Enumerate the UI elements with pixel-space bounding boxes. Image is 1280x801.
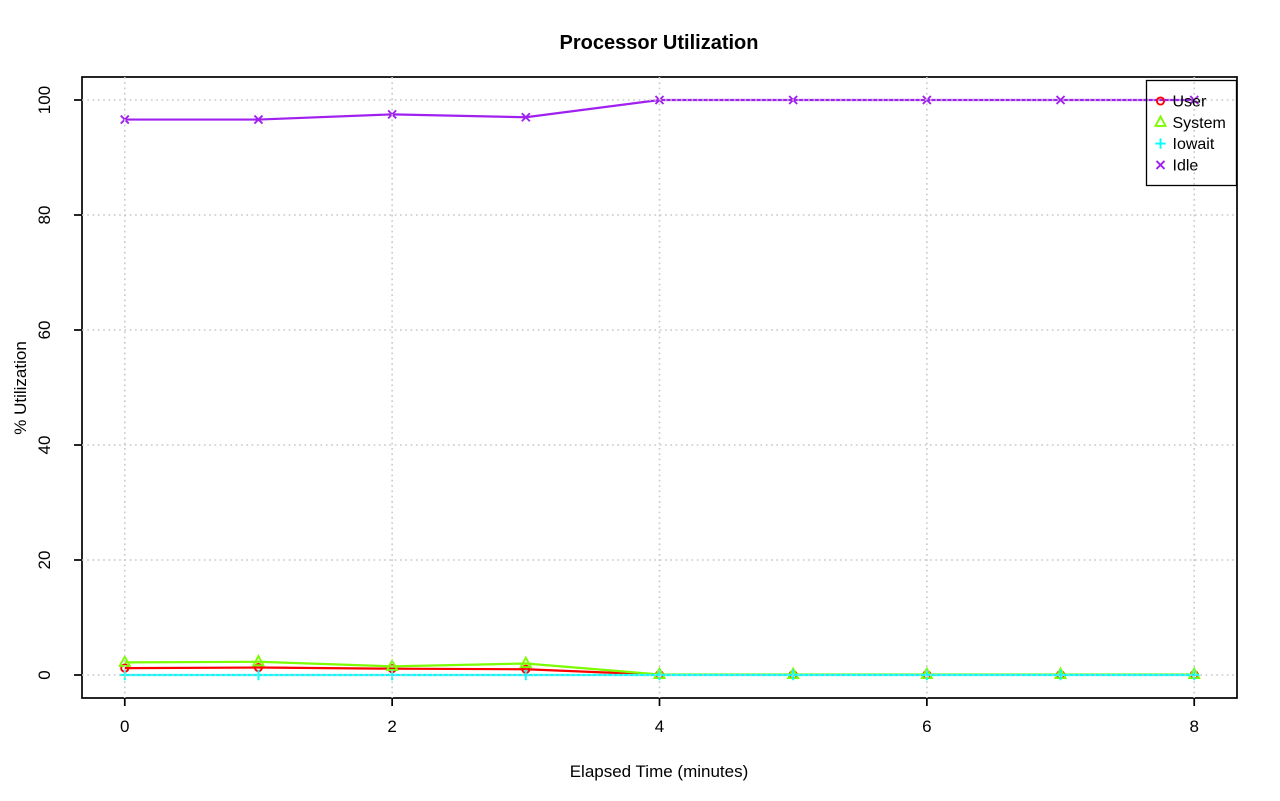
y-tick-label: 40 [35, 436, 54, 455]
legend-marker-iowait [1155, 138, 1166, 149]
marker-idle [521, 112, 531, 122]
x-tick-label: 0 [120, 717, 129, 736]
marker-system [519, 655, 533, 669]
marker-idle [922, 95, 932, 105]
chart-title: Processor Utilization [560, 32, 759, 54]
y-tick-label: 20 [35, 551, 54, 570]
legend-marker-system [1153, 114, 1168, 127]
marker-idle [253, 114, 264, 125]
legend: User System Iowait Idle [1145, 79, 1238, 187]
legend-label-system: System [1173, 115, 1226, 132]
marker-idle [1189, 95, 1199, 105]
marker-idle [1055, 95, 1066, 105]
legend-label-iowait: Iowait [1173, 136, 1215, 153]
legend-label-idle: Idle [1173, 157, 1199, 174]
legend-label-user: User [1173, 94, 1207, 111]
y-tick-label: 100 [35, 86, 54, 114]
x-axis-label: Elapsed Time (minutes) [570, 762, 749, 781]
x-tick-label: 2 [387, 717, 396, 736]
marker-system [251, 653, 266, 667]
marker-idle [654, 95, 665, 105]
legend-marker-user [1155, 96, 1166, 106]
y-tick-label: 80 [35, 206, 54, 225]
x-tick-label: 4 [655, 717, 664, 736]
y-tick-label: 0 [35, 670, 54, 679]
legend-marker-idle [1155, 160, 1166, 170]
plot-box [81, 76, 1238, 699]
x-tick-label: 6 [922, 717, 931, 736]
x-tick-label: 8 [1189, 717, 1198, 736]
y-tick-label: 60 [35, 321, 54, 340]
legend-box [1145, 79, 1238, 187]
y-axis-label: % Utilization [11, 341, 30, 435]
